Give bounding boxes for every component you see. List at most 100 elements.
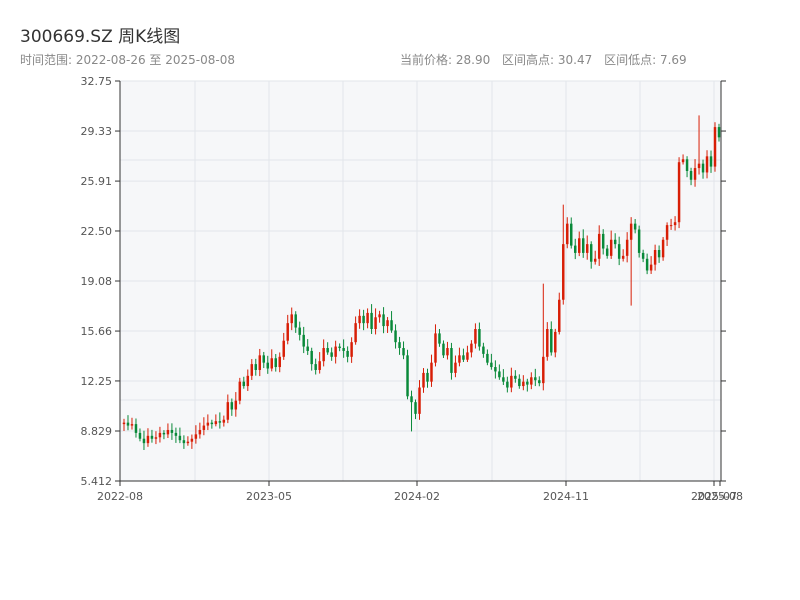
candle-body <box>574 245 577 253</box>
candle-body <box>490 362 493 368</box>
candle-body <box>350 342 353 357</box>
candle-body <box>226 402 230 420</box>
candle-body <box>214 421 218 425</box>
candle-body <box>717 127 721 138</box>
candle-body <box>242 381 246 387</box>
current-price: 当前价格: 28.90 <box>400 53 491 67</box>
candle-body <box>222 419 226 423</box>
candle-body <box>649 264 653 271</box>
candle-body <box>406 355 409 397</box>
candle-body <box>518 378 521 387</box>
candle-body <box>446 348 449 356</box>
y-tick-label: 8.829 <box>81 425 113 438</box>
candle-body <box>258 355 262 370</box>
y-tick-label: 29.33 <box>81 125 113 138</box>
candle-body <box>665 225 669 240</box>
x-tick-label: 2025-07 <box>691 490 737 503</box>
period-low: 区间低点: 7.69 <box>604 53 687 67</box>
candle-body <box>238 381 242 401</box>
candle-body <box>342 348 345 351</box>
y-tick-label: 32.75 <box>81 75 113 88</box>
candle-body <box>174 432 178 436</box>
candle-body <box>302 334 305 347</box>
candle-body <box>601 233 605 249</box>
candle-body <box>286 323 289 341</box>
candle-body <box>593 258 597 262</box>
candle-body <box>705 156 709 173</box>
candle-body <box>633 223 637 230</box>
candle-body <box>581 238 585 253</box>
candle-body <box>566 223 569 245</box>
candle-body <box>466 352 469 360</box>
candle-body <box>266 362 269 369</box>
candle-body <box>310 350 313 365</box>
candle-body <box>645 258 649 271</box>
candle-body <box>613 239 617 245</box>
candle-body <box>254 364 258 370</box>
candle-body <box>462 355 465 360</box>
candle-body <box>510 375 513 388</box>
candle-body <box>617 244 621 259</box>
candle-body <box>182 440 186 444</box>
candle-body <box>562 244 565 300</box>
candle-body <box>550 329 553 353</box>
candle-body <box>430 362 433 382</box>
y-tick-label: 5.412 <box>81 475 113 488</box>
candle-body <box>589 244 593 262</box>
candle-body <box>154 437 158 439</box>
candle-body <box>442 343 445 356</box>
y-tick-label: 15.66 <box>81 325 113 338</box>
candle-body <box>234 400 238 410</box>
candle-body <box>334 346 337 357</box>
candle-body <box>454 362 457 373</box>
candle-body <box>250 364 254 376</box>
candle-body <box>386 320 389 327</box>
candle-body <box>653 249 657 265</box>
candle-body <box>202 425 206 430</box>
candle-body <box>470 343 473 353</box>
candle-body <box>294 314 297 328</box>
candle-body <box>605 248 609 256</box>
candle-body <box>681 159 685 163</box>
x-tick-label: 2024-11 <box>543 490 589 503</box>
candle-body <box>142 438 146 444</box>
candle-body <box>158 432 162 438</box>
candle-body <box>597 233 601 259</box>
candle-body <box>526 381 529 385</box>
candle-body <box>625 239 629 256</box>
candle-body <box>314 364 317 370</box>
candle-body <box>657 249 661 258</box>
candle-body <box>338 346 341 349</box>
candle-body <box>354 323 357 343</box>
candle-body <box>701 163 705 173</box>
candle-body <box>697 163 701 169</box>
candle-body <box>546 329 549 357</box>
y-tick-label: 25.91 <box>81 175 113 188</box>
candle-body <box>410 396 413 403</box>
chart-title: 300669.SZ 周K线图 <box>20 27 181 47</box>
candle-body <box>689 170 693 180</box>
candle-body <box>126 422 130 426</box>
candle-body <box>450 348 453 373</box>
candle-body <box>713 127 717 167</box>
candle-body <box>609 239 613 256</box>
candle-body <box>166 429 170 435</box>
candle-body <box>709 156 713 167</box>
y-tick-label: 12.25 <box>81 375 113 388</box>
y-tick-label: 22.50 <box>81 225 113 238</box>
y-tick-label: 19.08 <box>81 275 113 288</box>
period-high: 区间高点: 30.47 <box>502 53 593 67</box>
candle-body <box>398 342 401 349</box>
candle-body <box>685 159 689 171</box>
candle-body <box>458 355 461 363</box>
candle-body <box>138 432 142 439</box>
candle-body <box>558 299 561 332</box>
candle-body <box>278 356 281 368</box>
candle-body <box>414 402 417 414</box>
candle-body <box>478 329 481 347</box>
candle-body <box>426 372 429 382</box>
candle-body <box>637 229 641 253</box>
candle-body <box>570 223 573 246</box>
candle-body <box>218 421 222 423</box>
candle-body <box>621 255 625 259</box>
